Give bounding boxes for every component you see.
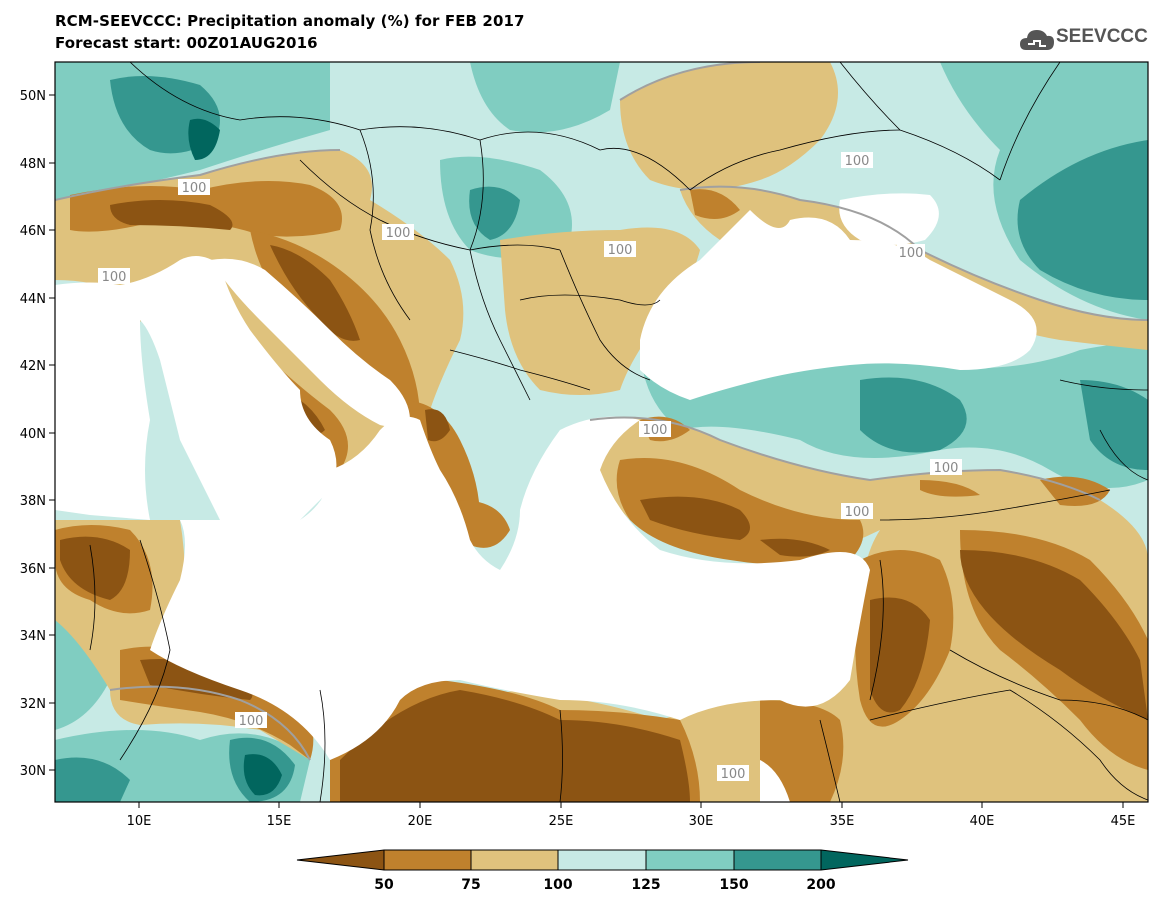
longitude-axis: 10E 15E 20E 25E 30E 35E 40E 45E — [127, 802, 1136, 829]
legend-label: 100 — [543, 877, 572, 893]
lon-label: 20E — [408, 814, 433, 829]
lon-label: 10E — [127, 814, 152, 829]
lat-label: 30N — [20, 764, 46, 779]
black-sea — [640, 210, 1037, 400]
lon-label: 40E — [970, 814, 995, 829]
contour-label: 100 — [102, 270, 127, 285]
lat-label: 48N — [20, 157, 46, 172]
seevccc-cloud-icon — [1020, 30, 1054, 50]
contour-label: 100 — [934, 461, 959, 476]
lon-label: 45E — [1111, 814, 1136, 829]
latitude-axis: 50N 48N 46N 44N 42N 40N 38N 36N 34N 32N … — [20, 89, 55, 779]
colorbar-segment-125-150 — [646, 850, 734, 870]
colorbar-segment-above-200 — [821, 850, 908, 870]
contour-label: 100 — [386, 226, 411, 241]
legend-label: 125 — [631, 877, 660, 893]
colorbar-segment-below-50 — [297, 850, 384, 870]
map-subtitle: Forecast start: 00Z01AUG2016 — [55, 34, 318, 52]
mediterranean-sea — [55, 256, 870, 760]
colorbar-segment-150-200 — [734, 850, 821, 870]
adriatic-sea — [210, 258, 410, 427]
lat-label: 34N — [20, 629, 46, 644]
colorbar: 50 75 100 125 150 200 — [296, 849, 909, 893]
lat-label: 50N — [20, 89, 46, 104]
lat-label: 36N — [20, 562, 46, 577]
contour-label: 100 — [239, 714, 264, 729]
lat-label: 42N — [20, 359, 46, 374]
contour-label: 100 — [182, 181, 207, 196]
red-sea-gulf — [760, 760, 790, 802]
colorbar-segment-50-75 — [384, 850, 471, 870]
lon-label: 35E — [830, 814, 855, 829]
lat-label: 46N — [20, 224, 46, 239]
lat-label: 40N — [20, 427, 46, 442]
colorbar-segment-75-100 — [471, 850, 558, 870]
contour-label: 100 — [608, 243, 633, 258]
lon-label: 30E — [689, 814, 714, 829]
sea-of-azov — [839, 193, 939, 245]
contour-label: 100 — [643, 423, 668, 438]
lat-label: 38N — [20, 494, 46, 509]
lat-label: 44N — [20, 292, 46, 307]
map-frame — [54, 61, 1149, 803]
map-fill-layer — [55, 62, 1148, 802]
contour-label: 100 — [845, 154, 870, 169]
contour-labels: 100 100 100 100 100 100 100 100 100 100 … — [98, 152, 962, 782]
legend-label: 200 — [806, 877, 835, 893]
contour-label: 100 — [845, 505, 870, 520]
lat-label: 32N — [20, 697, 46, 712]
logo-text: SEEVCCC — [1056, 26, 1148, 47]
lon-label: 25E — [549, 814, 574, 829]
legend-label: 50 — [374, 877, 394, 893]
legend-label: 75 — [461, 877, 480, 893]
legend-label: 150 — [719, 877, 748, 893]
lon-label: 15E — [267, 814, 292, 829]
colorbar-segment-100-125 — [558, 850, 646, 870]
contour-label: 100 — [721, 767, 746, 782]
map-title: RCM-SEEVCCC: Precipitation anomaly (%) f… — [55, 12, 525, 30]
contour-label: 100 — [899, 246, 924, 261]
